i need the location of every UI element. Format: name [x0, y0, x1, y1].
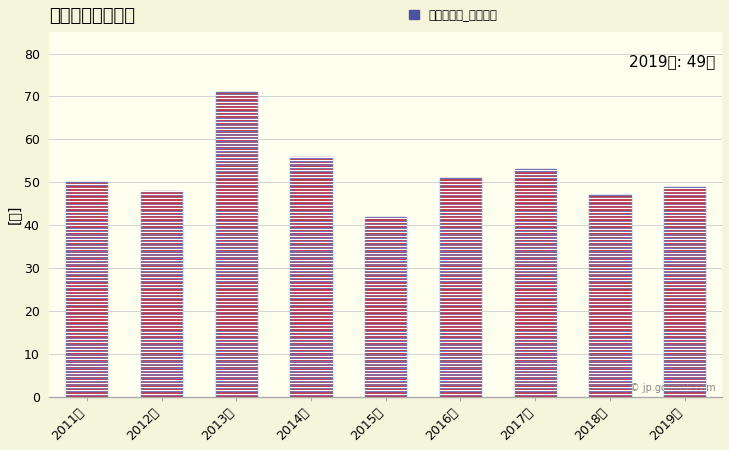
Bar — [141, 191, 182, 397]
Bar — [664, 187, 705, 397]
Text: © jp.gdfreak.com: © jp.gdfreak.com — [630, 383, 715, 393]
Bar — [365, 217, 406, 397]
Bar — [515, 170, 555, 397]
Bar — [590, 195, 631, 397]
Bar — [216, 92, 257, 397]
Text: 建築物総数の推移: 建築物総数の推移 — [50, 7, 136, 25]
Bar — [290, 157, 332, 397]
Y-axis label: [棟]: [棟] — [7, 205, 21, 224]
Text: 2019年: 49棟: 2019年: 49棟 — [629, 54, 715, 69]
Legend: 全建築物計_建築物数: 全建築物計_建築物数 — [409, 9, 497, 22]
Bar — [440, 178, 481, 397]
Bar — [66, 182, 107, 397]
